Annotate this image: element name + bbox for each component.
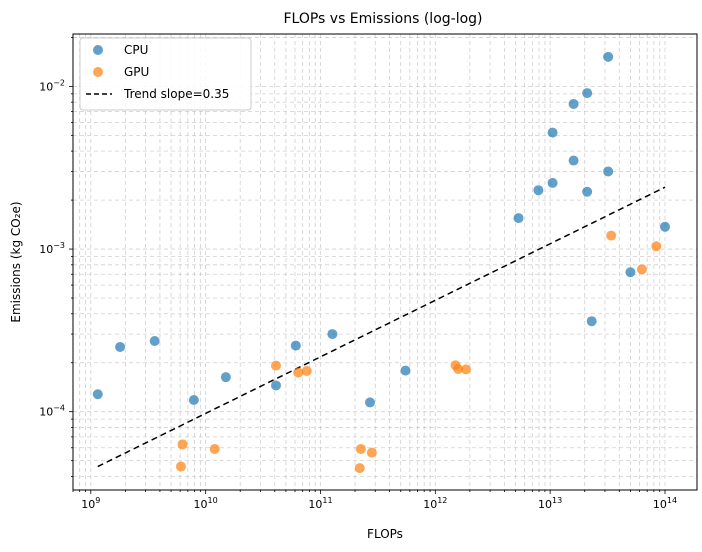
y-tick-label: 10−2 [39,78,65,93]
x-tick-exp: 11 [322,496,332,505]
cpu-point [533,185,544,196]
x-tick-exp: 13 [552,496,562,505]
legend-box [79,37,252,111]
cpu-point [603,166,614,177]
cpu-point [586,316,597,327]
y-tick-exp: −3 [53,241,65,250]
gpu-point [355,443,366,454]
x-tick-label: 1012 [423,496,447,511]
x-tick-base: 10 [194,498,208,511]
gpu-point [354,463,365,474]
gpu-point [651,241,662,252]
cpu-point [582,88,593,99]
y-tick-base: 10 [39,406,53,419]
cpu-point [365,397,376,408]
cpu-point [568,98,579,109]
x-tick-base: 10 [653,498,667,511]
legend-marker-gpu [93,67,103,77]
cpu-point [290,340,301,351]
x-tick-label: 1014 [653,496,677,511]
x-tick-exp: 12 [437,496,447,505]
legend-label-gpu: GPU [124,65,149,79]
chart-title: FLOPs vs Emissions (log-log) [283,11,482,27]
y-tick-exp: −2 [53,78,65,87]
grid [72,34,697,490]
x-tick-base: 10 [308,498,322,511]
y-tick-base: 10 [39,80,53,93]
gpu-point [606,230,617,241]
y-tick-base: 10 [39,243,53,256]
gpu-point [460,364,471,375]
points-layer [92,51,670,474]
cpu-point [271,380,282,391]
legend: CPU GPU Trend slope=0.35 [79,37,252,111]
x-tick-label: 1011 [308,496,332,511]
cpu-point [547,177,558,188]
cpu-point [603,51,614,62]
x-tick-exp: 9 [95,496,100,505]
gpu-point [209,443,220,454]
x-tick-base: 10 [81,498,95,511]
cpu-point [513,213,524,224]
cpu-point [582,186,593,197]
gpu-point [636,264,647,275]
plot-frame [72,33,698,491]
cpu-point [625,267,636,278]
gpu-point [293,367,304,378]
gpu-point [271,360,282,371]
y-tick-label: 10−4 [39,404,65,419]
legend-label-cpu: CPU [124,43,148,57]
cpu-point [327,329,338,340]
cpu-point [659,221,670,232]
cpu-point [400,365,411,376]
gpu-point [453,364,464,375]
y-axis-label: Emissions (kg CO₂e) [9,201,23,322]
legend-label-trend: Trend slope=0.35 [123,87,229,101]
trend-line-layer [97,186,666,468]
x-tick-exp: 14 [667,496,677,505]
gpu-point [177,439,188,450]
x-tick-base: 10 [538,498,552,511]
gpu-point [175,461,186,472]
cpu-point [568,155,579,166]
x-tick-label: 1010 [194,496,218,511]
legend-marker-cpu [93,45,103,55]
x-tick-label: 1013 [538,496,562,511]
cpu-point [188,394,199,405]
cpu-point [115,341,126,352]
x-tick-base: 10 [423,498,437,511]
cpu-point [220,372,231,383]
gpu-point [366,447,377,458]
x-axis-label: FLOPs [367,527,403,541]
cpu-point [92,389,103,400]
gpu-point [301,365,312,376]
x-tick-exp: 10 [208,496,218,505]
trend-line [97,186,666,468]
cpu-point [149,336,160,347]
cpu-point [547,127,558,138]
x-tick-label: 109 [81,496,100,511]
y-tick-exp: −4 [53,404,65,413]
y-tick-label: 10−3 [39,241,65,256]
